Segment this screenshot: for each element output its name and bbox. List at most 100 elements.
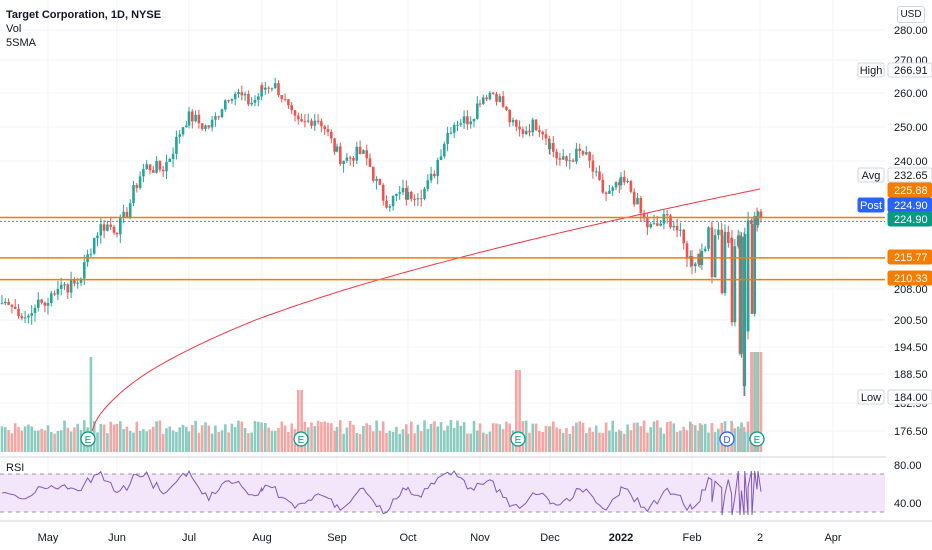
price-tag[interactable]: Post 224.90 [857, 197, 932, 213]
price-tag[interactable]: High 266.91 [857, 62, 932, 78]
horizontal-levels[interactable] [0, 216, 885, 281]
volume-bar [106, 433, 109, 452]
price-tick-label: 208.00 [894, 284, 928, 296]
candle-body [13, 306, 17, 309]
price-axis[interactable]: 280.00270.00260.00250.00240.00208.00200.… [857, 0, 932, 550]
volume-bar [96, 432, 99, 452]
volume-bar [505, 421, 508, 452]
candle-body [46, 303, 50, 306]
volume-bar [240, 421, 244, 452]
candle-body [33, 307, 37, 314]
event-marker[interactable]: E [293, 431, 309, 447]
time-tick-label: Apr [824, 532, 841, 544]
candle-body [429, 173, 433, 181]
volume-bar [565, 428, 568, 452]
event-marker[interactable]: D [719, 431, 735, 447]
event-marker[interactable]: E [510, 431, 526, 447]
volume-bar [348, 421, 352, 452]
candle-body [652, 223, 656, 225]
currency-button[interactable]: USD [897, 6, 925, 23]
volume-bar [713, 432, 717, 452]
volume-bar [73, 427, 76, 452]
candle-body [358, 146, 362, 154]
volume-bar [128, 430, 132, 452]
volume-indicator-label[interactable]: Vol [6, 23, 22, 35]
volume-bar [436, 426, 439, 452]
candle-body [7, 301, 10, 305]
candle-body [717, 229, 720, 236]
time-tick-label: Sep [327, 532, 347, 544]
volume-bar [508, 423, 511, 452]
candle-body [372, 166, 375, 181]
candle-body [191, 111, 194, 122]
price-tag[interactable]: 225.88 [887, 182, 932, 198]
price-tag[interactable]: Avg 232.65 [857, 167, 932, 183]
candle-body [524, 130, 528, 134]
price-tag-value: 184.00 [894, 392, 928, 404]
volume-bar [20, 430, 24, 452]
volume-bar [426, 428, 430, 452]
price-tag[interactable]: 210.33 [887, 270, 932, 286]
volume-bar [756, 352, 760, 452]
price-tag[interactable]: 215.77 [887, 249, 932, 265]
price-tag[interactable]: Low 184.00 [857, 389, 932, 405]
volume-bar [571, 425, 575, 452]
sma-indicator-label[interactable]: 5SMA [6, 37, 36, 49]
event-marker[interactable]: E [749, 431, 765, 447]
price-tag-value: 210.33 [894, 273, 928, 285]
candle-body [449, 132, 453, 134]
volume-bar [750, 352, 754, 452]
sma-curve [91, 188, 761, 432]
volume-bar [388, 430, 392, 452]
candle-body [247, 93, 250, 105]
volume-bar [214, 425, 217, 452]
candle-body [240, 92, 244, 96]
volume-bar [469, 433, 472, 452]
candle-body [59, 284, 63, 289]
candle-body [698, 253, 702, 265]
symbol-title[interactable]: Target Corporation, 1D, NYSE [6, 9, 162, 21]
candle-body [345, 157, 349, 161]
candle-body [217, 116, 220, 118]
candle-body [750, 220, 753, 224]
time-axis[interactable]: May Jun Jul Aug Sep Oct Nov Dec 2022 Feb 2 Apr [0, 520, 932, 544]
volume-bar [132, 432, 135, 452]
volume-bar [636, 422, 639, 452]
candle-body [391, 195, 395, 207]
candle-body [405, 188, 408, 200]
price-tag[interactable]: 224.90 [887, 211, 932, 227]
price-tick-label: 240.00 [894, 156, 928, 168]
candle-body [293, 110, 297, 116]
volume-bar [66, 427, 70, 452]
event-marker[interactable]: E [80, 431, 96, 447]
candle-body [538, 130, 541, 132]
volume-bar [250, 432, 253, 452]
volume-bar [541, 431, 544, 452]
candle-body [23, 317, 27, 319]
time-tick-label: Jun [108, 532, 126, 544]
candle-body [297, 115, 300, 120]
candle-body [388, 206, 392, 208]
volume-bar [43, 430, 47, 452]
rsi-indicator-label[interactable]: RSI [6, 462, 25, 474]
volume-bar [339, 420, 342, 452]
volume-bar [697, 430, 700, 452]
volume-bar [456, 420, 459, 452]
candle-body [720, 235, 724, 294]
price-tick-label: 280.00 [894, 25, 928, 37]
volume-bar [682, 426, 685, 452]
volume-bar [342, 433, 345, 452]
candle-body [237, 92, 240, 95]
volume-bar [200, 425, 204, 452]
candle-body [158, 160, 162, 170]
volume-bar [626, 424, 629, 452]
candle-body [558, 158, 562, 160]
candle-body [521, 129, 525, 134]
event-marker-label: D [723, 435, 730, 446]
price-tag-value: 215.77 [894, 252, 928, 264]
volume-bar [601, 433, 605, 452]
candle-body [736, 235, 740, 247]
volume-bar [703, 423, 707, 452]
